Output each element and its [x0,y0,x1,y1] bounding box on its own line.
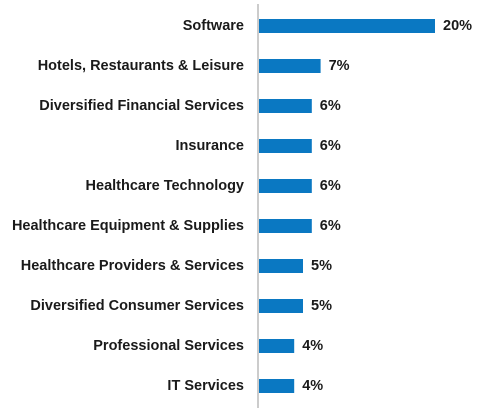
value-label: 4% [302,338,323,354]
category-labels-group: Software Hotels, Restaurants & Leisure Div… [12,18,244,394]
bar [259,59,321,73]
category-label: Healthcare Equipment & Supplies [12,218,244,234]
category-label: Diversified Financial Services [39,98,244,114]
bar [259,219,312,233]
value-labels-group: 20% 7% 6% 6% 6% 6% 5% 5% 4% 4% [302,18,472,394]
value-label: 6% [320,218,341,234]
value-label: 6% [320,98,341,114]
bar [259,139,312,153]
value-label: 4% [302,378,323,394]
bars-group [259,19,435,393]
category-label: Professional Services [93,338,244,354]
category-label: Healthcare Technology [86,178,244,194]
bar [259,19,435,33]
value-label: 6% [320,178,341,194]
bar [259,179,312,193]
value-label: 6% [320,138,341,154]
category-label: IT Services [167,378,244,394]
category-label: Software [183,18,244,34]
category-label: Diversified Consumer Services [30,298,244,314]
value-label: 5% [311,258,332,274]
bar [259,299,303,313]
bar [259,259,303,273]
bar [259,379,295,393]
value-label: 20% [443,18,472,34]
value-label: 5% [311,298,332,314]
category-label: Insurance [176,138,245,154]
bar [259,99,312,113]
category-label: Healthcare Providers & Services [21,258,244,274]
bar [259,339,295,353]
category-label: Hotels, Restaurants & Leisure [38,58,244,74]
value-label: 7% [329,58,350,74]
